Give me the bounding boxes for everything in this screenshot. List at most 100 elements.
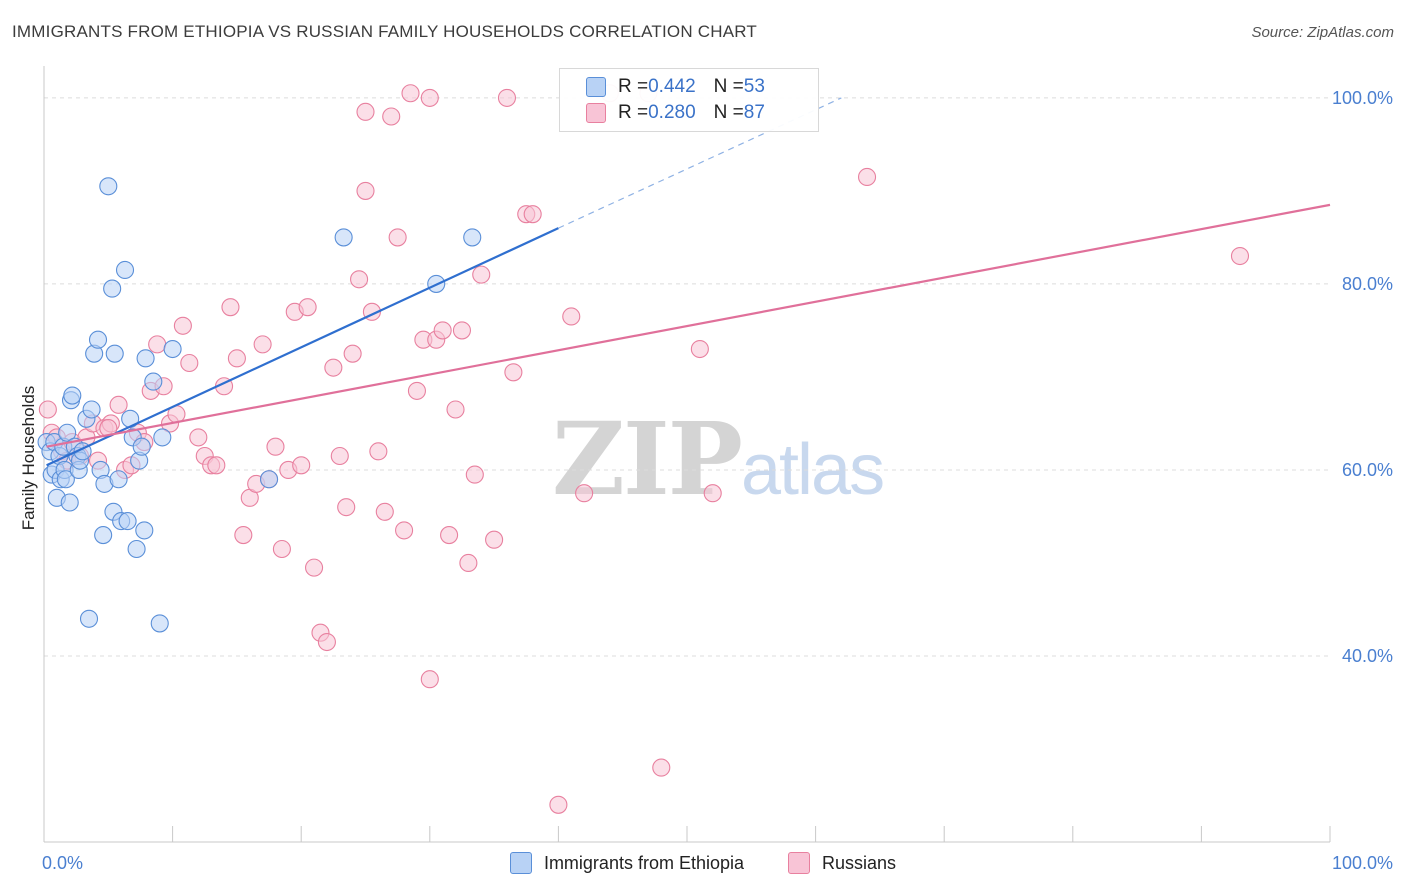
y-axis-label: Family Households [19, 386, 38, 531]
russians-point [375, 502, 394, 521]
russians-point [497, 88, 517, 107]
russians-point [298, 298, 317, 317]
russians-point [407, 381, 426, 400]
russians-point [549, 795, 568, 814]
russians-point [465, 465, 484, 484]
ethiopia-point [150, 614, 169, 633]
ethiopia-point [132, 437, 151, 456]
russians-point [401, 84, 420, 103]
ethiopia-point [94, 526, 113, 545]
russians-point [857, 167, 877, 187]
russians-point [459, 553, 478, 573]
russians-point [148, 335, 167, 354]
ethiopia-point [63, 386, 82, 405]
legend-label-ethiopia: Immigrants from Ethiopia [543, 852, 745, 873]
legend-swatch-pink [788, 852, 811, 874]
russians-point [272, 539, 291, 559]
ethiopia-point [144, 372, 163, 391]
russians-point [420, 88, 439, 107]
legend-swatch-blue [586, 77, 606, 97]
ethiopia-point [82, 400, 101, 419]
russians-point [485, 530, 504, 549]
russians-point [180, 353, 199, 373]
ethiopia-point [334, 228, 353, 247]
source-label: Source: ZipAtlas.com [1251, 24, 1394, 41]
russians-points [38, 84, 1250, 814]
russians-point [388, 228, 407, 247]
russians-point [433, 321, 452, 340]
series-legend: Immigrants from Ethiopia Russians [0, 852, 1406, 874]
ethiopia-point [99, 177, 118, 196]
ethiopia-point [463, 228, 482, 247]
russians-point [343, 344, 362, 363]
russians-point [440, 526, 459, 545]
legend-swatch-blue [509, 852, 532, 874]
russians-point [234, 526, 253, 545]
ethiopia-point [118, 512, 137, 531]
ethiopia-point [105, 344, 124, 363]
legend-n-value: 53 [743, 76, 765, 97]
russians-point [504, 363, 523, 382]
ethiopia-point [109, 470, 128, 489]
ethiopia-point [115, 260, 135, 280]
ethiopia-trendline [46, 227, 559, 467]
legend-n-value: 87 [743, 102, 765, 123]
russians-point [189, 428, 208, 447]
russians-point [292, 456, 311, 475]
russians-point [420, 670, 439, 689]
ethiopia-point [163, 339, 182, 359]
axes [43, 66, 1331, 843]
ethiopia-point [259, 470, 279, 489]
russians-point [109, 395, 128, 414]
russians-point [472, 265, 491, 284]
legend-n-label: N = [713, 76, 744, 97]
y-tick-label: 100.0% [1332, 88, 1393, 108]
russians-point [703, 484, 722, 503]
russians-point [382, 107, 401, 126]
ethiopia-point [56, 470, 75, 489]
russians-point [652, 758, 671, 777]
russians-point [452, 321, 472, 340]
ethiopia-point [135, 521, 154, 540]
russians-point [356, 181, 375, 200]
russians-point [173, 316, 192, 335]
russians-point [330, 446, 349, 466]
y-tick-label: 80.0% [1342, 274, 1393, 294]
legend-r-label: R = [618, 102, 649, 123]
legend-r-value: 0.442 [648, 76, 696, 97]
ethiopia-point [153, 428, 172, 447]
russians-point [690, 339, 709, 359]
ethiopia-point [127, 539, 146, 559]
ethiopia-trendline-extension [558, 97, 842, 229]
ethiopia-points [37, 177, 482, 633]
russians-point [369, 442, 388, 461]
tick-labels: 40.0% 60.0% 80.0% 100.0% 0.0% 100.0% [42, 88, 1393, 873]
russians-point [350, 270, 369, 289]
russians-point [38, 400, 57, 419]
chart-title: IMMIGRANTS FROM ETHIOPIA VS RUSSIAN FAMI… [12, 22, 757, 41]
legend-item-ethiopia: Immigrants from Ethiopia [509, 852, 745, 874]
russians-point [395, 521, 414, 540]
legend-r-label: R = [618, 76, 649, 97]
y-tick-label: 40.0% [1342, 646, 1393, 666]
ethiopia-point [60, 493, 79, 512]
stats-legend: R = 0.442 N = 53 R = 0.280 N = 87 [559, 68, 819, 132]
y-tick-label: 60.0% [1342, 460, 1393, 480]
russians-point [221, 298, 240, 317]
russians-point [227, 349, 246, 368]
russians-point [356, 102, 375, 121]
ethiopia-point [79, 609, 99, 628]
russians-point [266, 437, 285, 456]
ethiopia-point [88, 330, 108, 349]
russians-point [523, 205, 542, 224]
ethiopia-point [136, 349, 155, 368]
russians-point [446, 400, 465, 419]
legend-label-russians: Russians [822, 852, 897, 873]
x-tick-label: 0.0% [42, 853, 83, 873]
trendlines [46, 97, 1331, 467]
x-tick-label: 100.0% [1332, 853, 1393, 873]
russians-point [575, 484, 594, 503]
russians-point [207, 456, 226, 475]
legend-r-value: 0.280 [648, 102, 696, 123]
